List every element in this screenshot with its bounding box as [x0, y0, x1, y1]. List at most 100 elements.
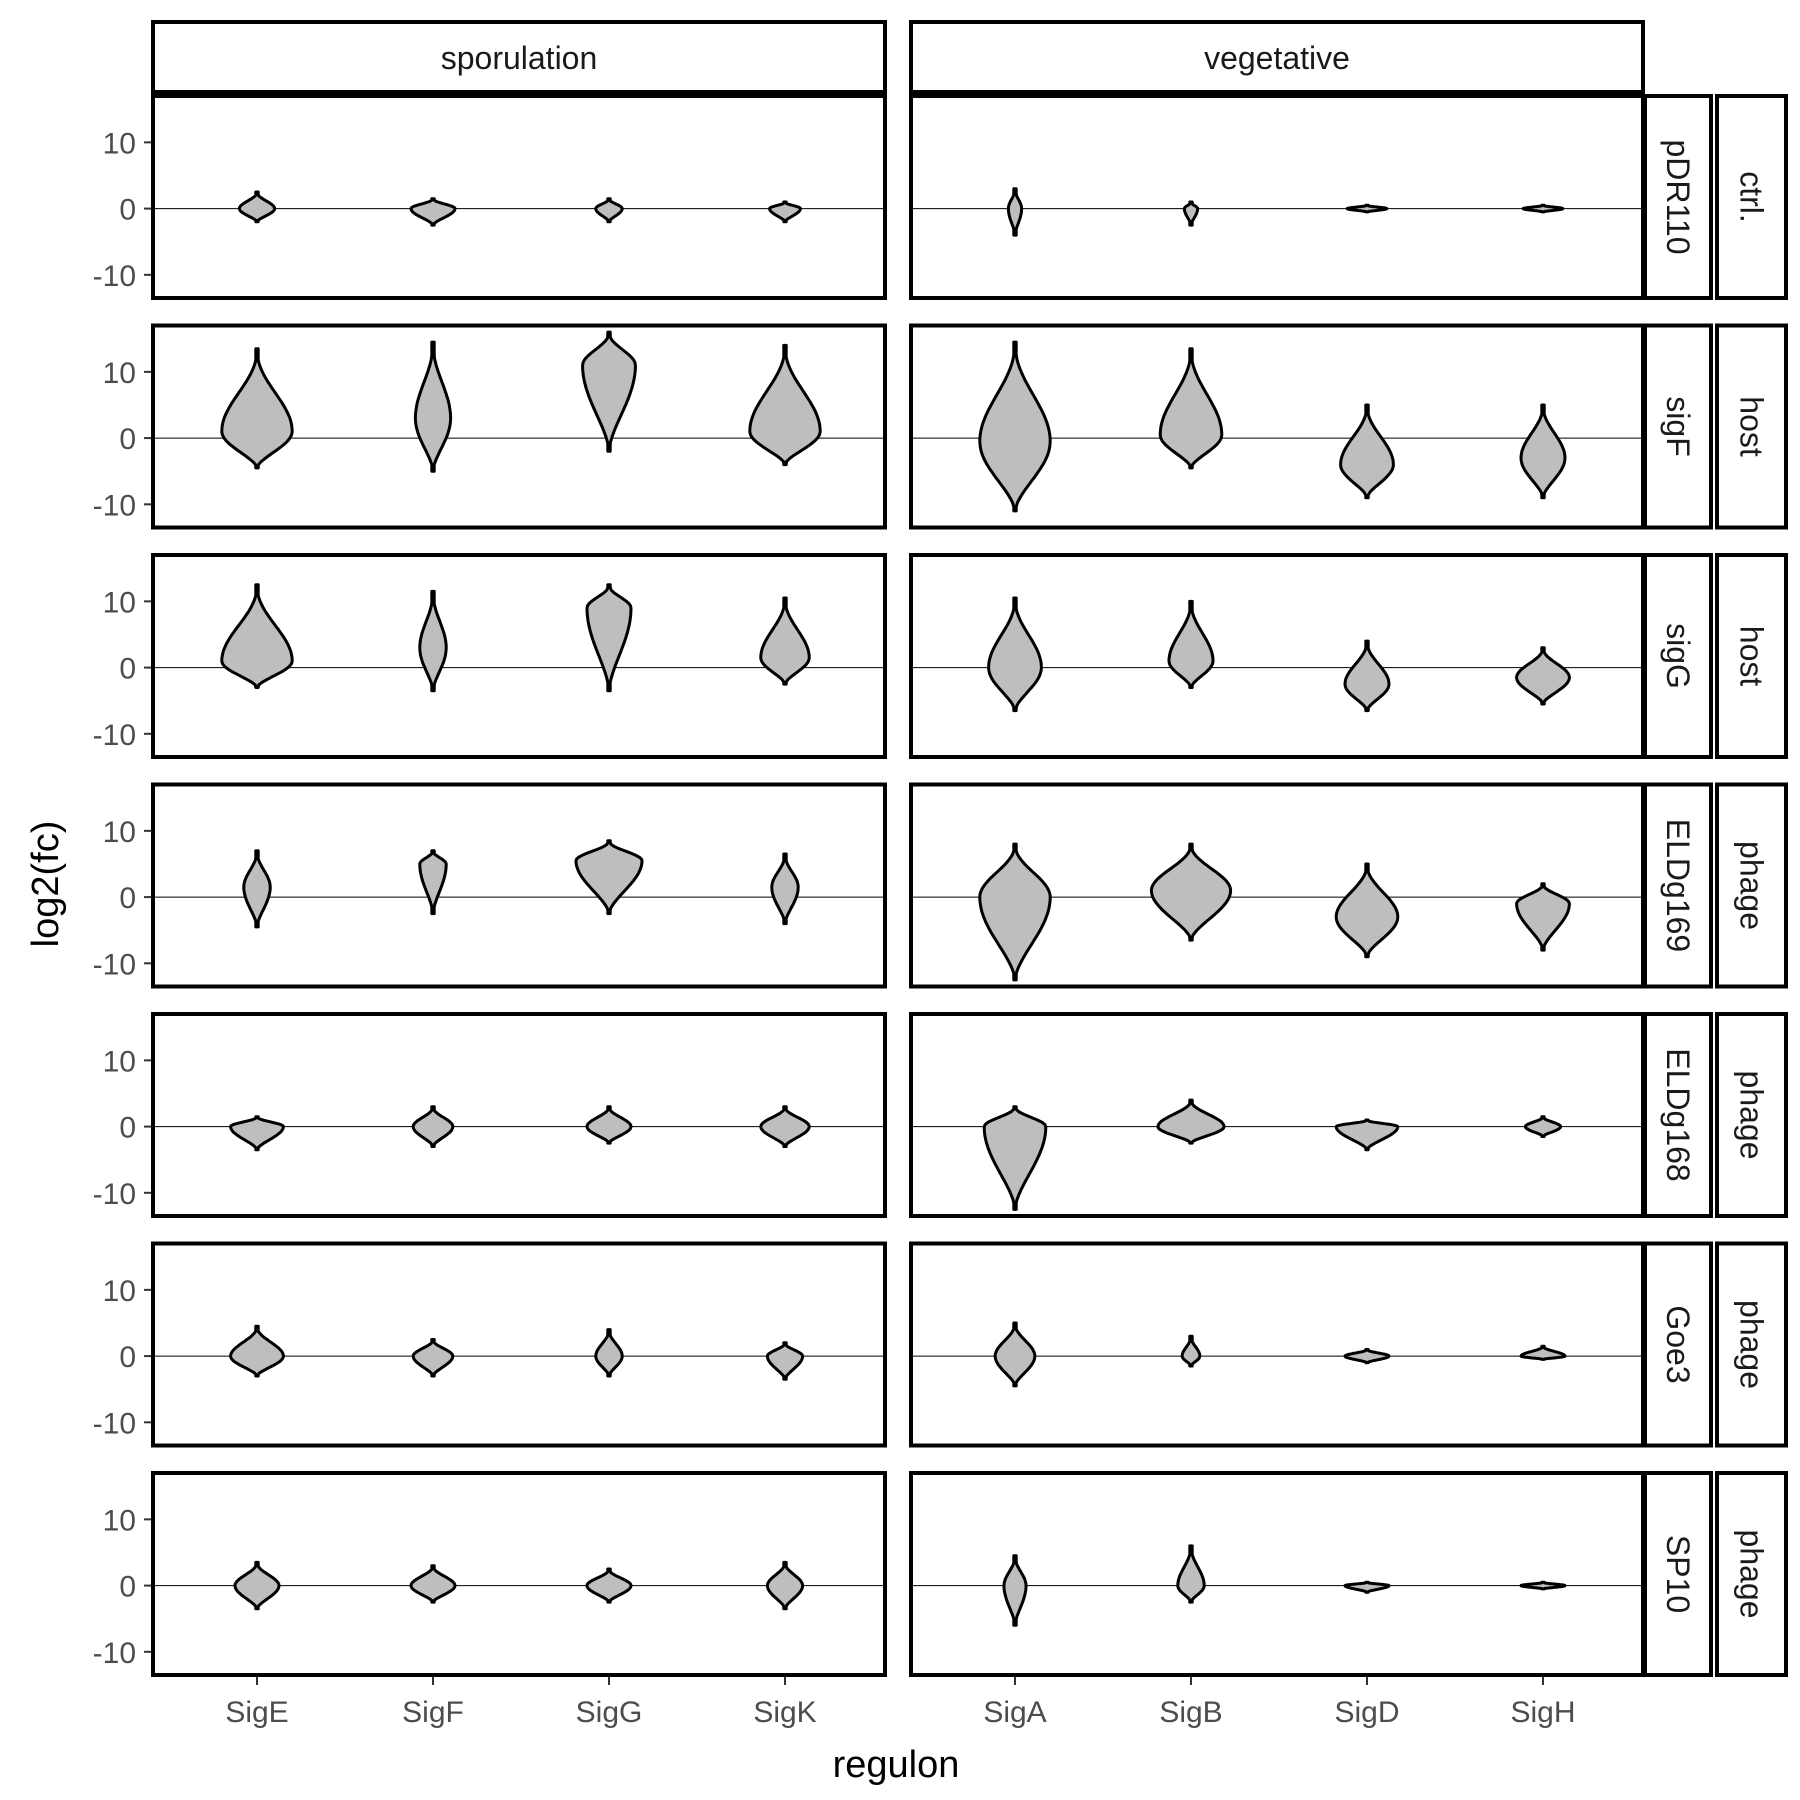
- violin-SigK: [759, 596, 811, 686]
- violin-SigB: [1176, 1544, 1206, 1604]
- column-strip-label: vegetative: [1204, 40, 1350, 76]
- y-tick-label: 0: [119, 1112, 136, 1145]
- violin-SigB: [1158, 347, 1224, 470]
- y-tick-label: 10: [103, 816, 136, 849]
- y-tick-label: -10: [93, 1178, 136, 1211]
- row-strip-label: SP10: [1660, 1535, 1696, 1613]
- violin-SigG: [594, 1328, 624, 1378]
- violin-SigE: [220, 347, 294, 470]
- panel-border: [151, 323, 887, 530]
- row-group-strip: [1715, 553, 1788, 759]
- violin-SigA: [1006, 187, 1024, 237]
- violin-SigA: [978, 340, 1052, 513]
- violin-SigF: [418, 849, 448, 916]
- violin-SigK: [748, 343, 822, 467]
- column-strip: [909, 20, 1645, 94]
- y-tick-label: 10: [103, 1504, 136, 1537]
- y-tick-label: 10: [103, 357, 136, 390]
- violin-SigB: [1182, 200, 1200, 227]
- x-axis-title: regulon: [833, 1744, 960, 1786]
- panel-border: [151, 553, 887, 759]
- panel-border: [909, 782, 1645, 989]
- row-strip: [1643, 94, 1713, 300]
- row-strip-label: sigG: [1660, 623, 1696, 689]
- row-group-strip: [1715, 94, 1788, 300]
- y-tick-label: -10: [93, 719, 136, 752]
- panel-border: [909, 1471, 1645, 1677]
- y-tick-label: 0: [119, 1341, 136, 1374]
- violin-SigF: [409, 197, 457, 227]
- x-tick-label: SigD: [1334, 1696, 1399, 1729]
- violin-SigD: [1343, 1580, 1391, 1594]
- violin-SigA: [1002, 1554, 1028, 1627]
- x-tick-label: SigE: [225, 1696, 288, 1729]
- row-strip: [1643, 553, 1713, 759]
- violin-SigG: [594, 197, 624, 224]
- violin-SigA: [982, 1105, 1048, 1211]
- violin-SigH: [1519, 403, 1567, 500]
- panel-border: [909, 1012, 1645, 1218]
- violin-SigD: [1345, 203, 1389, 214]
- x-tick-label: SigG: [576, 1696, 643, 1729]
- panel-border: [151, 1471, 887, 1677]
- row-group-strip-label: ctrl.: [1734, 171, 1770, 223]
- x-tick-label: SigA: [983, 1696, 1046, 1729]
- violin-SigG: [585, 1567, 633, 1604]
- row-group-strip: [1715, 1241, 1788, 1448]
- y-tick-label: 0: [119, 882, 136, 915]
- violin-SigF: [409, 1564, 457, 1604]
- violin-SigF: [413, 340, 453, 473]
- column-strip: [151, 20, 887, 94]
- column-strip-label: sporulation: [441, 40, 598, 76]
- violin-SigE: [242, 849, 272, 929]
- row-group-strip: [1715, 1012, 1788, 1218]
- violin-SigK: [770, 852, 800, 926]
- violin-SigF: [411, 1338, 455, 1378]
- violin-SigE: [237, 190, 277, 224]
- y-axis-title: log2(fc): [25, 821, 67, 948]
- y-tick-label: -10: [93, 1637, 136, 1670]
- violin-SigE: [220, 583, 294, 689]
- row-strip-label: Goe3: [1660, 1305, 1696, 1383]
- violin-SigD: [1334, 862, 1400, 959]
- row-group-strip-label: host: [1734, 626, 1770, 687]
- violin-SigD: [1343, 1348, 1391, 1365]
- violin-SigE: [233, 1560, 281, 1611]
- y-tick-label: 0: [119, 423, 136, 456]
- violin-SigB: [1180, 1334, 1202, 1368]
- y-tick-label: -10: [93, 948, 136, 981]
- violin-SigK: [765, 1560, 805, 1611]
- violin-SigA: [993, 1321, 1037, 1388]
- violin-SigH: [1519, 1580, 1567, 1591]
- violin-SigG: [585, 1105, 633, 1145]
- violin-SigF: [418, 589, 448, 693]
- y-tick-label: 0: [119, 653, 136, 686]
- x-tick-label: SigB: [1159, 1696, 1222, 1729]
- y-tick-label: 0: [119, 194, 136, 227]
- violin-SigA: [978, 842, 1052, 982]
- panel-border: [909, 553, 1645, 759]
- violin-SigB: [1156, 1098, 1226, 1145]
- panel-border: [151, 1012, 887, 1218]
- y-tick-label: -10: [93, 489, 136, 522]
- row-strip: [1643, 323, 1713, 530]
- y-tick-label: -10: [93, 260, 136, 293]
- row-strip-label: pDR110: [1660, 139, 1696, 254]
- row-group-strip-label: phage: [1734, 1071, 1770, 1160]
- violin-SigK: [768, 200, 802, 224]
- violin-SigA: [987, 596, 1043, 713]
- violin-SigK: [765, 1341, 805, 1381]
- violin-SigF: [411, 1105, 455, 1148]
- panel-border: [909, 1241, 1645, 1448]
- panel-border: [909, 323, 1645, 530]
- x-tick-label: SigH: [1510, 1696, 1575, 1729]
- panel-border: [151, 782, 887, 989]
- x-tick-label: SigK: [753, 1696, 816, 1729]
- y-tick-label: -10: [93, 1407, 136, 1440]
- row-group-strip: [1715, 1471, 1788, 1677]
- row-strip-label: ELDg169: [1660, 819, 1696, 952]
- violin-SigH: [1515, 882, 1571, 952]
- row-strip: [1643, 1241, 1713, 1448]
- violin-SigG: [581, 330, 637, 453]
- y-tick-label: 10: [103, 127, 136, 160]
